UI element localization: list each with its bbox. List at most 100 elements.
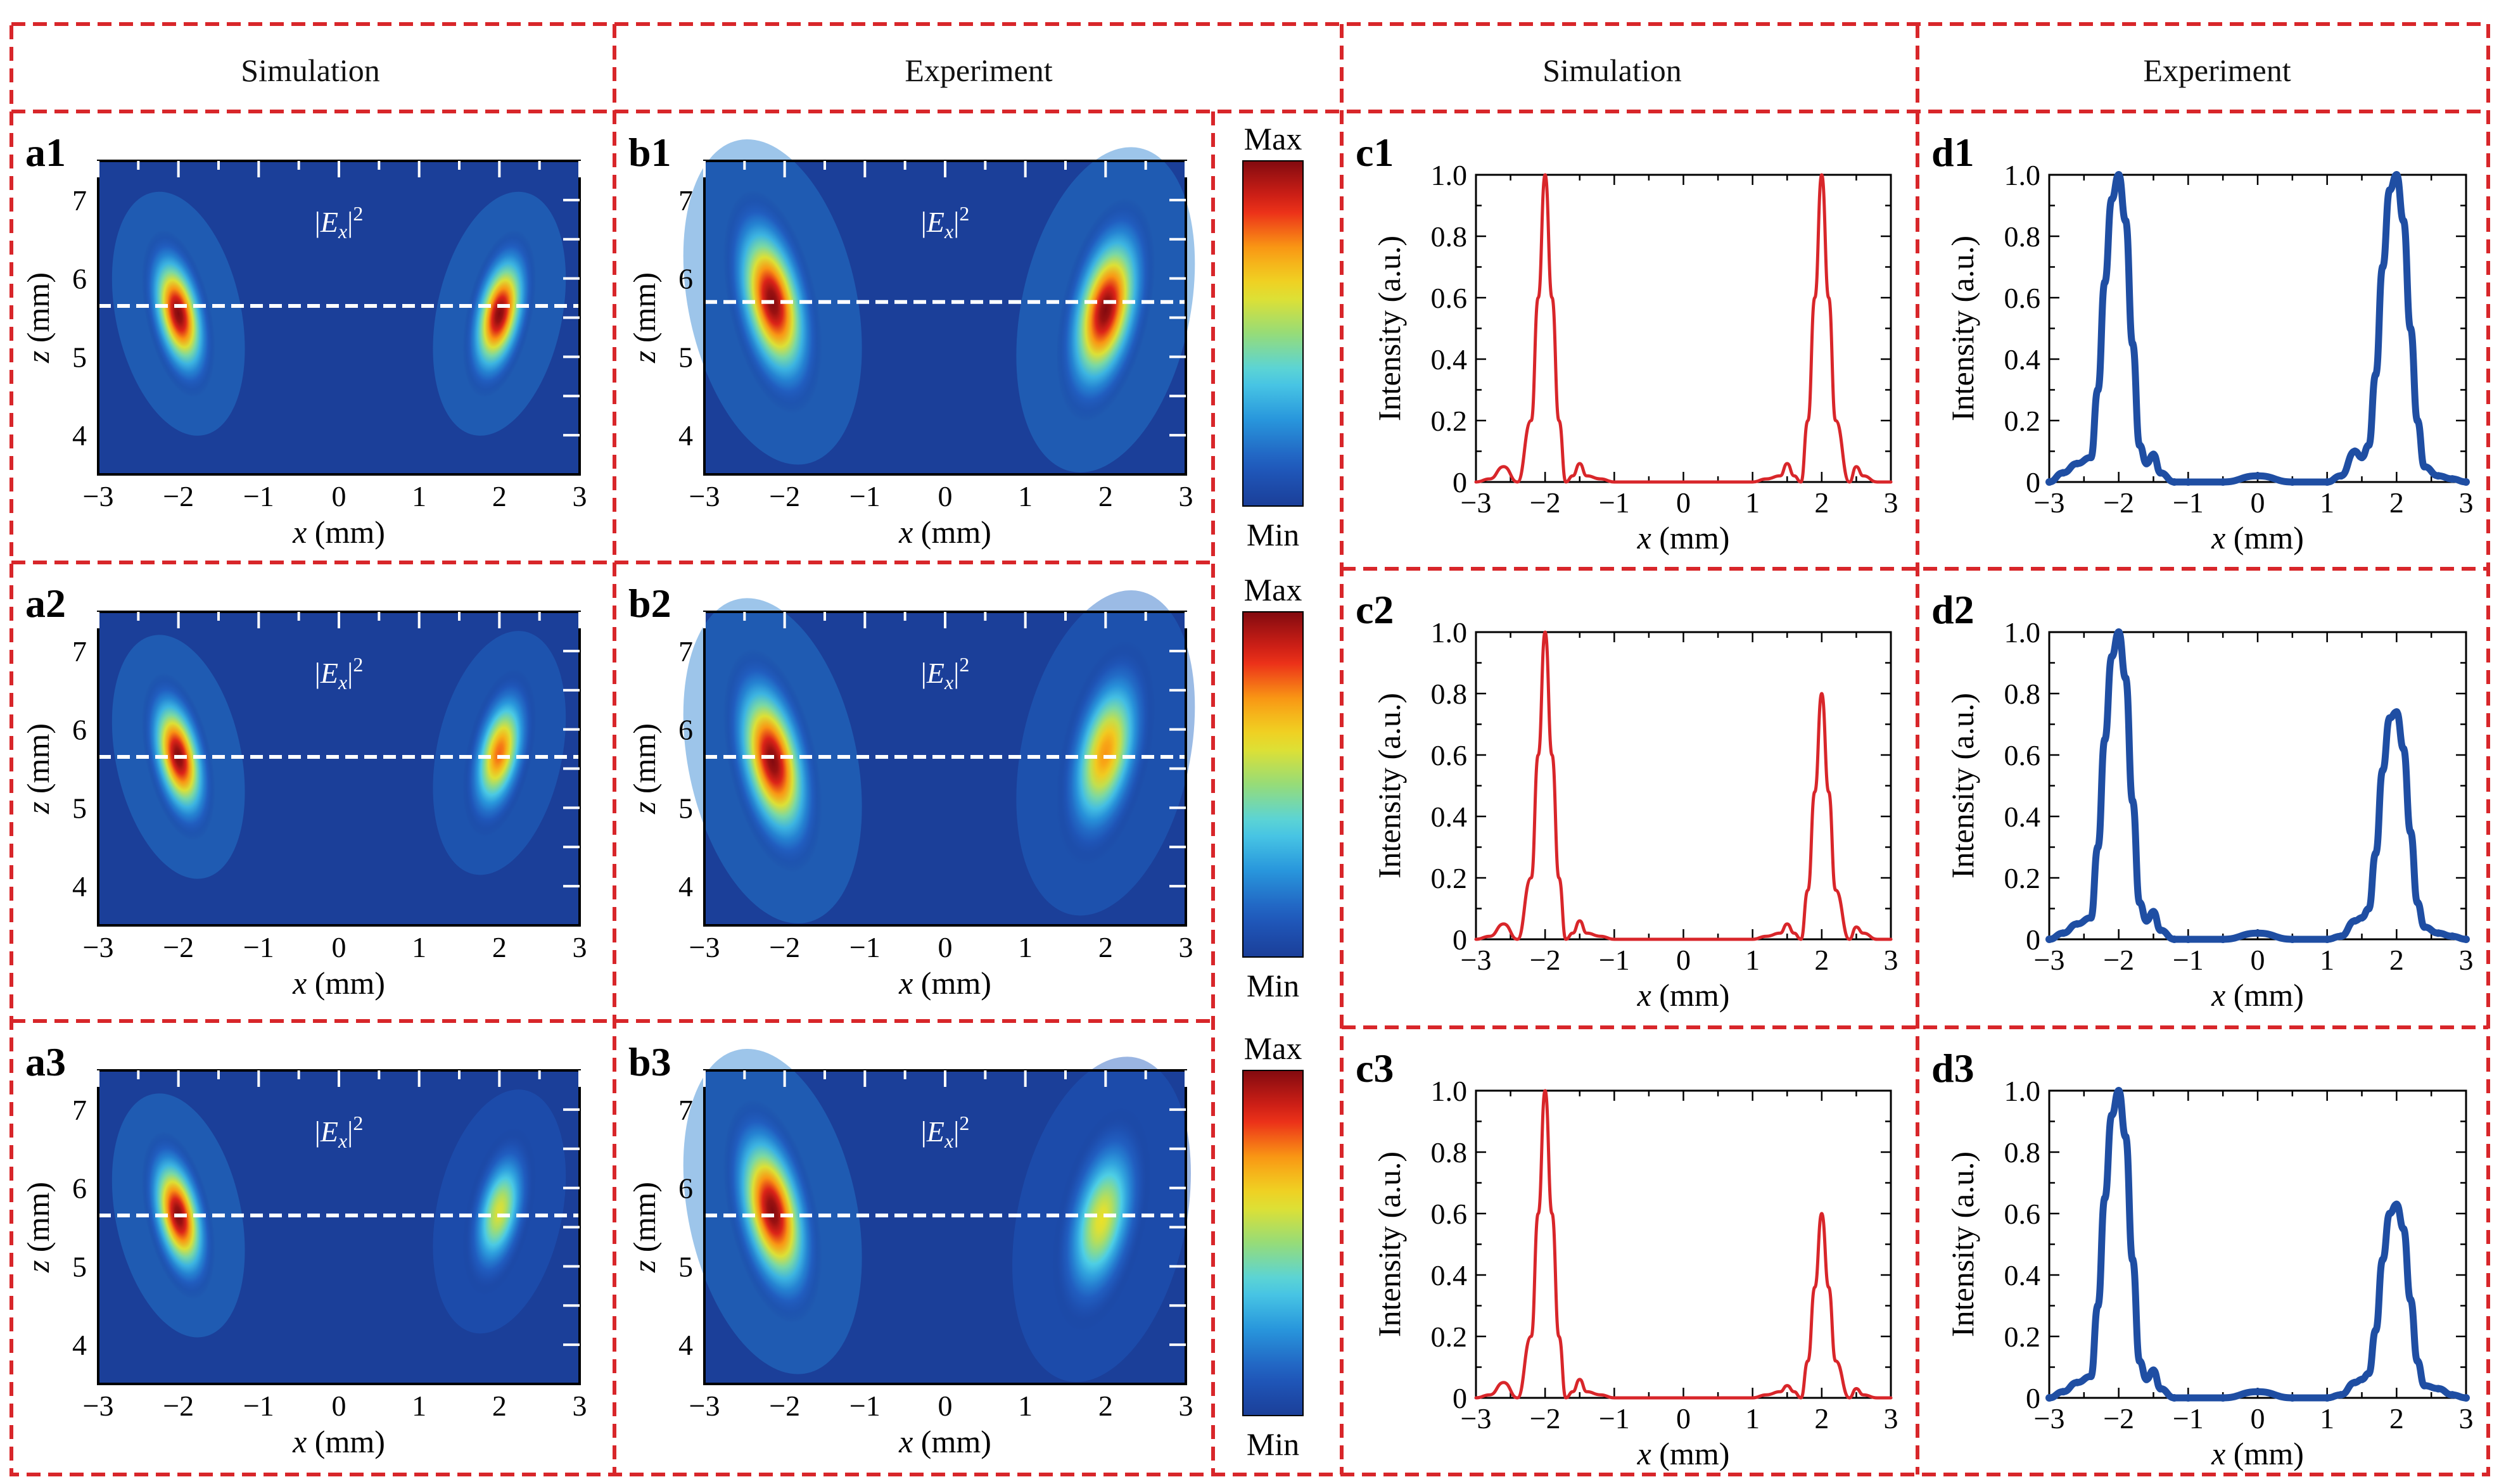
axis-var: x <box>898 965 913 1001</box>
x-tick-label: −2 <box>1530 486 1561 519</box>
data-point <box>2094 1302 2102 1310</box>
data-point <box>2337 472 2345 480</box>
axis-var: z <box>20 351 56 364</box>
x-tick-label: −3 <box>689 931 720 963</box>
field-label-sup: 2 <box>959 653 969 676</box>
x-tick-label: 3 <box>573 931 587 963</box>
data-point <box>2121 217 2130 225</box>
data-point <box>2448 475 2457 483</box>
data-point <box>2420 923 2429 931</box>
axis-unit: (mm) <box>626 272 662 351</box>
y-tick-label: 4 <box>72 419 87 452</box>
heatmap-spot <box>723 649 822 873</box>
axis-unit: (mm) <box>307 965 385 1001</box>
x-axis-label: x (mm) <box>1637 977 1730 1013</box>
x-tick-label: −1 <box>2173 1402 2204 1435</box>
y-tick-label: 0.2 <box>1431 1321 1468 1353</box>
x-tick-label: −1 <box>849 931 881 963</box>
axis-var: x <box>292 514 307 550</box>
y-tick-label: 0.2 <box>2004 1321 2041 1353</box>
colorbar-min-label: Min <box>1247 517 1299 552</box>
x-tick-label: −3 <box>689 480 720 512</box>
y-tick-label: 7 <box>678 1094 693 1126</box>
data-point <box>2114 628 2123 636</box>
data-series-line <box>2045 1087 2470 1402</box>
field-label: |Ex|2 <box>315 1112 364 1152</box>
data-point <box>2448 1391 2457 1399</box>
header-experiment-right: Experiment <box>2143 53 2291 88</box>
plot-frame <box>2048 1089 2467 1399</box>
x-tick-label: −3 <box>1461 486 1492 519</box>
x-tick-label: −1 <box>2173 944 2204 976</box>
axis-var: z <box>20 802 56 815</box>
y-tick-label: 5 <box>72 1250 87 1283</box>
x-tick-label: 2 <box>1814 944 1829 976</box>
axis-var: x <box>1637 977 1651 1013</box>
line-panel-c3: c3 −3 −2 −1 0 1 2 3 0 0.2 0.4 0.6 0.8 1.0 x (mm) Intens… <box>1356 1046 1898 1471</box>
data-point <box>2073 920 2081 928</box>
panel-label: d3 <box>1931 1046 1974 1091</box>
x-tick-label: −1 <box>849 1390 881 1422</box>
x-tick-label: −3 <box>689 1390 720 1422</box>
heatmap-spot <box>141 229 215 398</box>
x-tick-label: 2 <box>1098 931 1113 963</box>
field-label-suffix: | <box>347 1115 353 1148</box>
y-tick-label: 5 <box>678 792 693 824</box>
x-axis-label: x (mm) <box>898 1424 991 1459</box>
panel-label: a2 <box>25 581 66 626</box>
axis-var: x <box>2211 977 2225 1013</box>
y-tick-label: 0.4 <box>2004 1259 2041 1291</box>
x-tick-label: 1 <box>1018 1390 1033 1422</box>
y-axis-label: Intensity (a.u.) <box>1945 1151 1980 1337</box>
data-point <box>2358 914 2366 922</box>
data-point <box>2393 708 2401 716</box>
field-label-sup: 2 <box>353 202 363 225</box>
x-tick-label: 0 <box>2251 944 2265 976</box>
data-series-line <box>1474 630 1893 941</box>
data-point <box>2114 1087 2123 1094</box>
y-tick-label: 4 <box>678 870 693 903</box>
x-axis-label: x (mm) <box>1637 1436 1730 1471</box>
axis-unit: (mm) <box>307 1424 385 1459</box>
x-tick-label: 0 <box>2251 1402 2265 1435</box>
heatmap-spot <box>1056 198 1155 422</box>
header-experiment-left: Experiment <box>905 53 1052 88</box>
x-tick-label: 1 <box>412 480 426 512</box>
y-tick-label: 0 <box>2026 923 2040 956</box>
data-point <box>2156 469 2165 477</box>
data-point <box>2059 469 2067 477</box>
data-point <box>2108 652 2116 661</box>
field-label-var: E <box>320 1115 338 1148</box>
y-tick-label: 1.0 <box>2004 616 2041 649</box>
field-label-prefix: | <box>921 657 927 689</box>
axis-unit: (mm) <box>307 514 385 550</box>
heatmap-spot <box>462 669 537 837</box>
data-point <box>2400 1225 2408 1233</box>
panel-label: d1 <box>1931 130 1974 175</box>
y-axis-label: z (mm) <box>626 272 662 364</box>
data-point <box>2372 371 2380 379</box>
field-label: |Ex|2 <box>921 202 970 243</box>
data-point <box>2101 735 2109 744</box>
axis-unit: (mm) <box>2225 520 2304 555</box>
x-axis-label: x (mm) <box>2211 1436 2304 1471</box>
x-tick-label: −2 <box>769 931 800 963</box>
x-tick-label: 1 <box>2320 944 2334 976</box>
heatmap-spot <box>1056 641 1155 865</box>
y-tick-label: 0.4 <box>1431 801 1468 833</box>
field-label-suffix: | <box>347 206 353 238</box>
x-tick-label: 2 <box>2389 1402 2404 1435</box>
y-tick-label: 0.6 <box>2004 282 2041 314</box>
x-tick-label: −2 <box>2103 944 2134 976</box>
field-label-var: E <box>926 1115 944 1148</box>
y-tick-label: 0.8 <box>2004 1136 2041 1169</box>
axis-unit: (mm) <box>20 723 56 802</box>
panel-label: a3 <box>25 1039 66 1084</box>
x-tick-label: 0 <box>938 480 953 512</box>
data-point <box>2462 935 2470 943</box>
y-tick-label: 1.0 <box>1431 1075 1468 1107</box>
data-point <box>2323 935 2331 943</box>
data-point <box>2365 1369 2373 1378</box>
